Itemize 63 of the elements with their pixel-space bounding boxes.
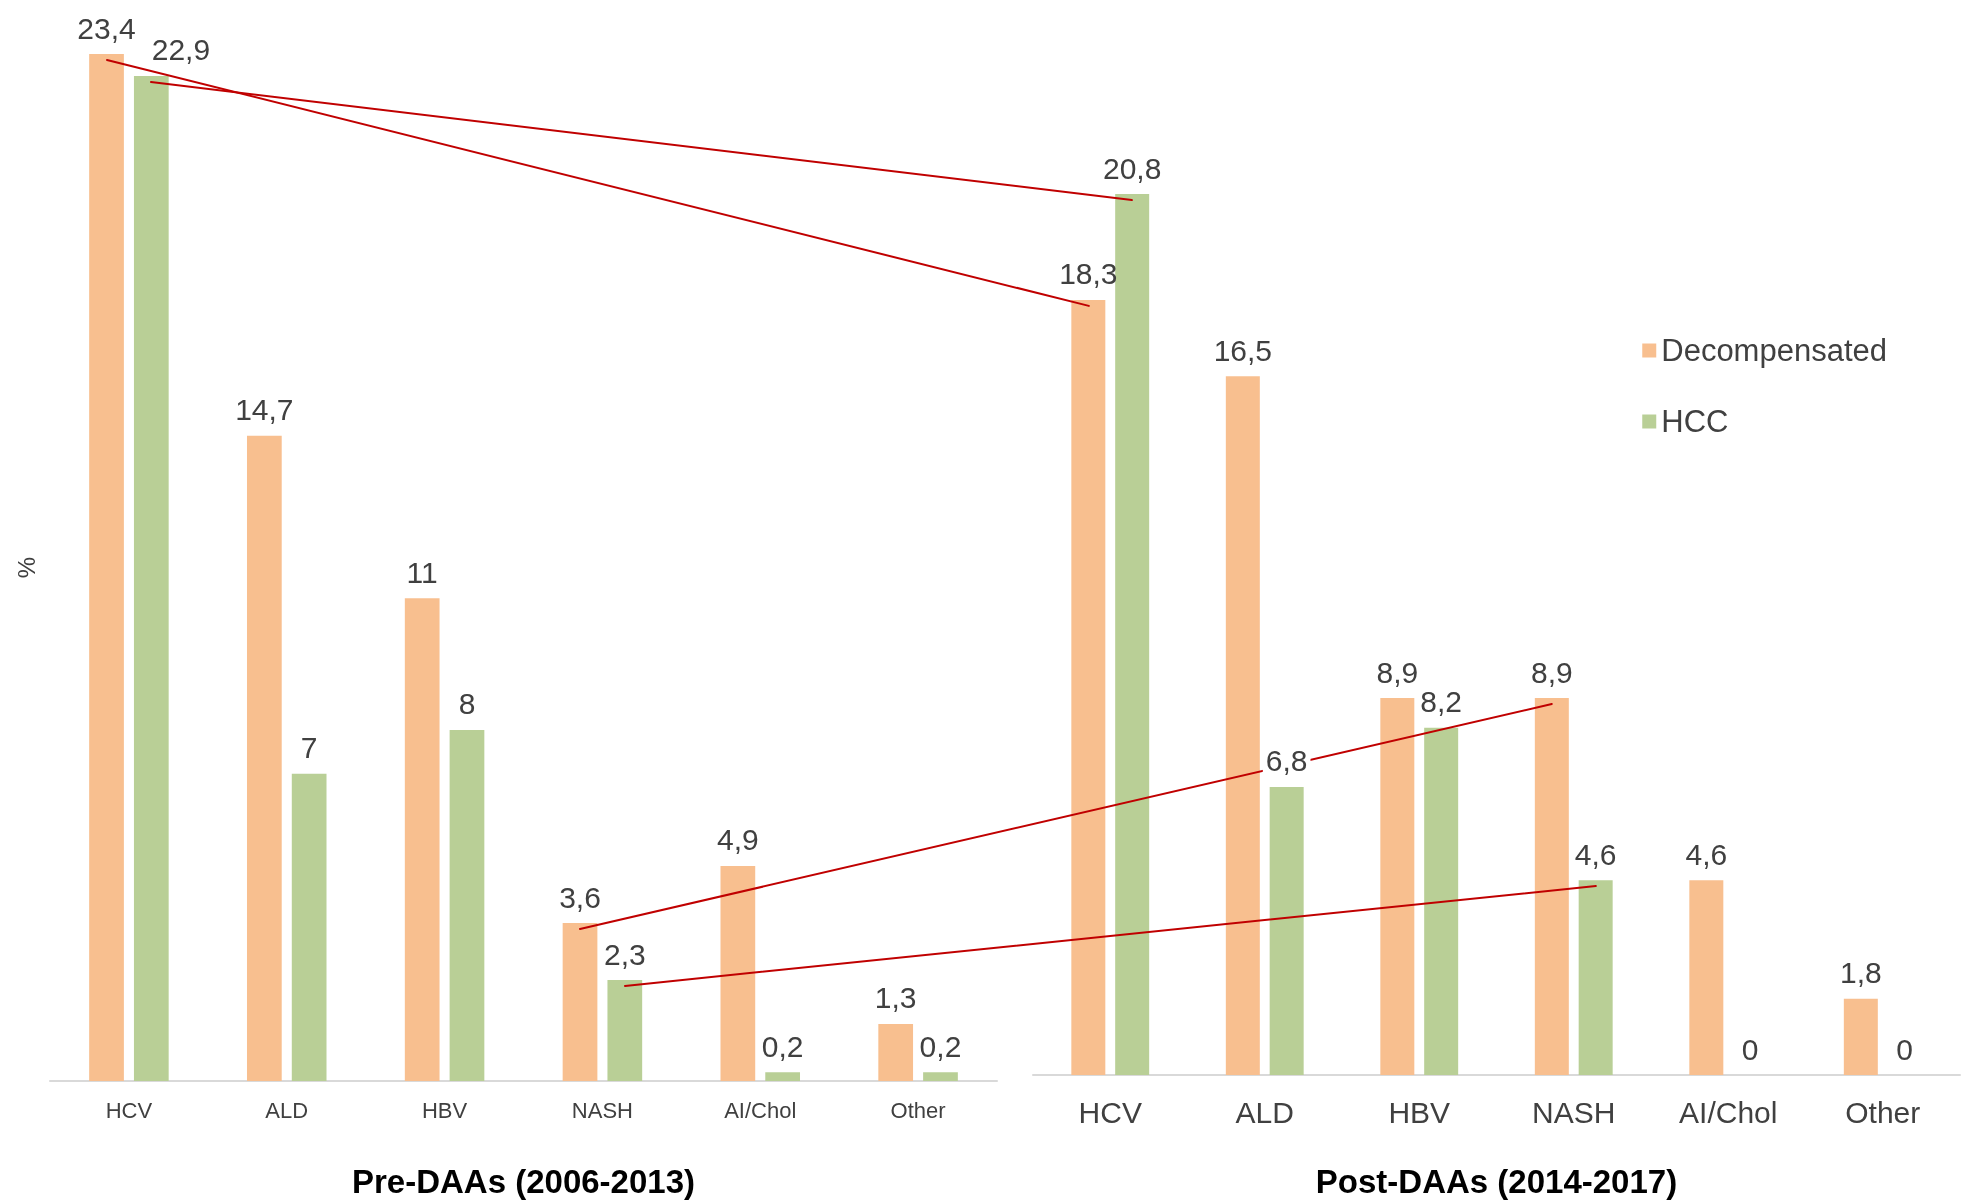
x-tick-label: NASH — [571, 1097, 633, 1123]
bar — [1071, 299, 1106, 1075]
data-label: 8,9 — [1530, 655, 1573, 689]
x-tick-label: ALD — [1235, 1095, 1294, 1129]
data-label: 11 — [406, 555, 438, 589]
legend-label: HCC — [1661, 404, 1729, 439]
x-tick-label: AI/Chol — [1679, 1095, 1778, 1129]
bar — [1380, 698, 1415, 1075]
data-label: 3,6 — [559, 880, 601, 914]
bar — [1578, 880, 1613, 1075]
bar — [449, 729, 485, 1081]
data-label: 14,7 — [235, 393, 294, 427]
y-axis-title: % — [12, 556, 40, 579]
legend-label: Decompensated — [1661, 333, 1887, 368]
x-axis-title: Post-DAAs (2014-2017) — [1315, 1163, 1678, 1200]
bar — [1424, 727, 1459, 1075]
data-label: 1,8 — [1839, 956, 1882, 990]
bar — [1115, 194, 1150, 1075]
data-label: 6,8 — [1265, 744, 1308, 778]
data-label: 1,3 — [874, 981, 917, 1015]
x-tick-label: AI/Chol — [724, 1097, 797, 1123]
data-label: 4,9 — [716, 823, 759, 857]
bar — [562, 923, 598, 1081]
data-label: 4,6 — [1685, 837, 1728, 871]
data-label: 16,5 — [1213, 333, 1273, 367]
data-label: 8,2 — [1420, 685, 1463, 719]
x-tick-label: HBV — [1388, 1095, 1451, 1129]
bar — [1689, 880, 1724, 1075]
data-label: 18,3 — [1059, 257, 1118, 291]
data-label: 8,9 — [1376, 655, 1419, 689]
bar — [1225, 376, 1260, 1075]
x-tick-label: HCV — [1078, 1095, 1142, 1129]
data-label: 4,6 — [1574, 837, 1617, 871]
bar — [246, 435, 282, 1081]
data-label: 22,9 — [151, 33, 211, 67]
bar — [291, 773, 327, 1081]
data-label: 2,3 — [603, 937, 646, 971]
data-label: 0 — [1896, 1032, 1914, 1066]
data-label: 0,2 — [919, 1029, 962, 1063]
x-tick-label: HCV — [105, 1097, 153, 1123]
bar — [1269, 786, 1304, 1075]
bar — [923, 1072, 958, 1081]
data-label: 7 — [300, 731, 318, 765]
bar — [878, 1023, 914, 1081]
data-label: 8 — [458, 687, 476, 721]
x-tick-label: NASH — [1532, 1095, 1616, 1129]
bar — [765, 1072, 801, 1081]
bar — [404, 598, 440, 1081]
x-tick-label: ALD — [265, 1097, 309, 1123]
x-axis-title: Pre-DAAs (2006-2013) — [351, 1163, 696, 1200]
x-tick-label: Other — [1845, 1095, 1921, 1129]
data-label: 20,8 — [1102, 151, 1162, 185]
x-tick-label: Other — [890, 1097, 946, 1123]
bar — [133, 75, 169, 1081]
bar — [1843, 998, 1878, 1075]
bar — [720, 865, 756, 1081]
data-label: 23,4 — [77, 11, 136, 45]
data-label: 0 — [1741, 1032, 1759, 1066]
x-tick-label: HBV — [421, 1097, 468, 1123]
bar — [607, 980, 643, 1081]
bar — [1534, 698, 1569, 1075]
bar — [89, 54, 124, 1081]
data-label: 0,2 — [761, 1029, 804, 1063]
